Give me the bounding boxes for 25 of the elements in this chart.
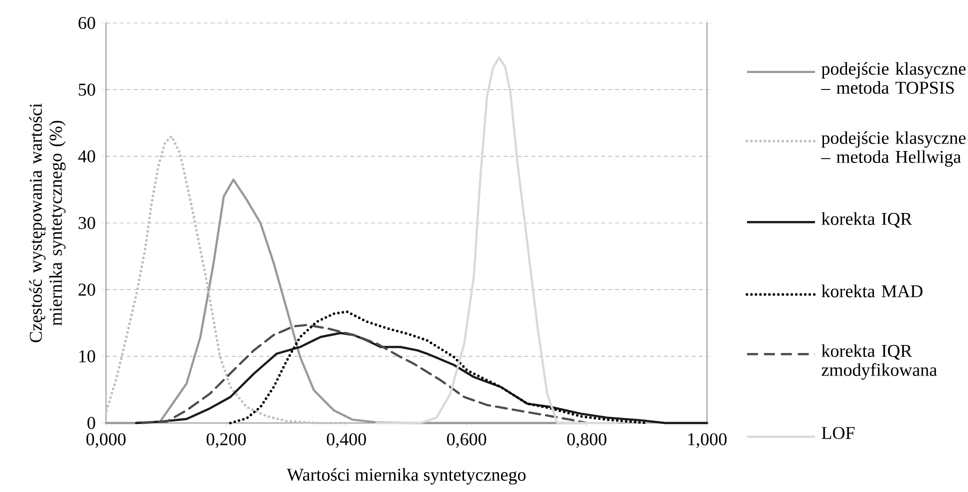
x-axis-title: Wartości miernika syntetycznego xyxy=(286,468,526,485)
x-tick-label: 0,200 xyxy=(206,433,246,448)
y-tick-label: 50 xyxy=(78,84,96,96)
y-tick-label: 30 xyxy=(78,216,96,230)
x-tick-label: 0,800 xyxy=(567,433,606,448)
legend-label: korekta IQR zmodyfikowana xyxy=(822,344,937,380)
y-tick-label: 40 xyxy=(78,150,96,162)
x-tick-label: 1,000 xyxy=(688,433,727,448)
legend-label: korekta IQR xyxy=(822,212,912,228)
x-tick-label: 0,400 xyxy=(326,433,366,448)
y-tick-label: 10 xyxy=(79,350,96,362)
legend-label: podejście klasyczne – metoda Hellwiga xyxy=(821,131,966,167)
legend-label: podejście klasyczne – metoda TOPSIS xyxy=(821,62,966,94)
line-series xyxy=(229,310,648,424)
y-tick-label: 60 xyxy=(78,16,96,30)
legend-label: korekta MAD xyxy=(822,284,922,298)
y-tick-label: 0 xyxy=(87,416,96,430)
line-series xyxy=(134,332,708,424)
line-series xyxy=(105,135,348,424)
y-axis-title: Częstość występowania wartości miernika syntetycznego (%) xyxy=(29,103,66,342)
legend-label: LOF xyxy=(822,426,855,440)
x-tick-label: 0,600 xyxy=(447,433,486,448)
y-tick-label: 20 xyxy=(78,284,96,296)
line-series xyxy=(140,324,588,424)
x-tick-label: 0,000 xyxy=(86,433,126,448)
